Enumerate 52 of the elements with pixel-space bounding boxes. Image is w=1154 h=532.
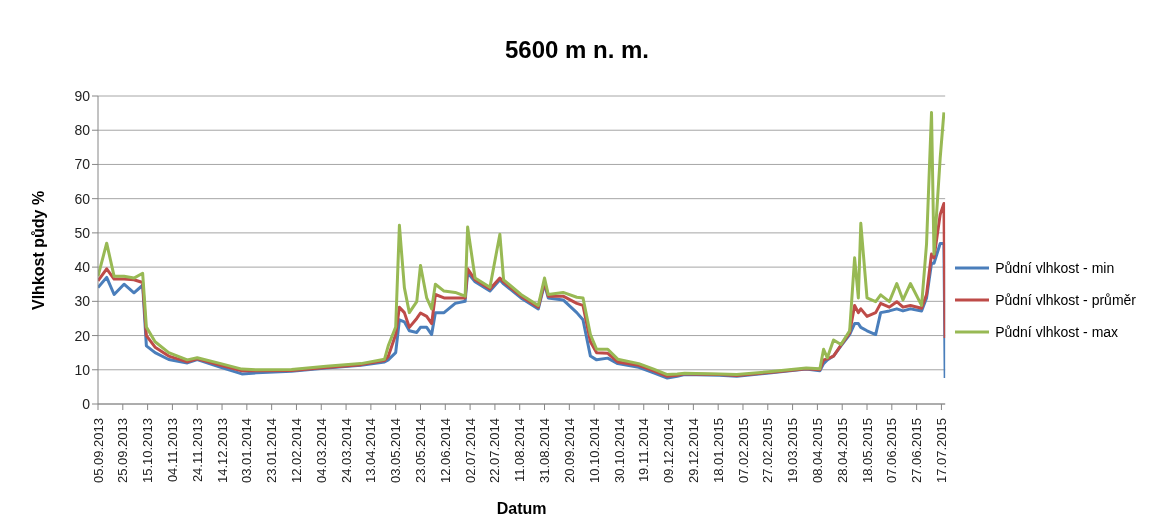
x-tick-label: 23.01.2014	[264, 418, 280, 484]
x-tick-label: 15.10.2013	[140, 418, 156, 484]
y-axis-title: Vlhkost půdy %	[29, 190, 47, 310]
y-tick-label: 20	[74, 327, 91, 344]
x-tick-label: 19.03.2015	[785, 418, 801, 484]
x-tick-label: 02.07.2014	[462, 418, 478, 484]
x-tick-label: 18.01.2015	[710, 418, 726, 484]
legend-label: Půdní vlhkost - min	[995, 260, 1115, 276]
y-tick-label: 10	[74, 361, 91, 378]
x-tick-label: 17.07.2015	[933, 418, 949, 484]
y-tick-label: 80	[74, 122, 91, 139]
x-tick-label: 24.11.2013	[189, 418, 205, 483]
x-tick-label: 25.09.2013	[115, 418, 131, 484]
x-tick-label: 11.08.2014	[512, 418, 528, 483]
y-tick-label: 60	[74, 190, 91, 207]
chart-title: 5600 m n. m.	[503, 35, 651, 65]
x-tick-label: 18.05.2015	[859, 418, 875, 484]
x-tick-label: 23.05.2014	[413, 418, 429, 484]
x-tick-label: 12.02.2014	[289, 418, 305, 484]
x-tick-label: 07.06.2015	[884, 418, 900, 484]
x-tick-label: 27.06.2015	[909, 418, 925, 484]
x-tick-label: 30.10.2014	[611, 418, 627, 484]
y-tick-label: 90	[74, 87, 91, 104]
legend-label: Půdní vlhkost - max	[995, 324, 1119, 340]
x-tick-label: 03.01.2014	[239, 418, 255, 484]
x-tick-label: 07.02.2015	[735, 418, 751, 484]
x-tick-label: 12.06.2014	[437, 418, 453, 484]
x-tick-label: 28.04.2015	[834, 418, 850, 484]
x-tick-label: 19.11.2014	[636, 418, 652, 483]
legend-label: Půdní vlhkost - průměr	[995, 292, 1136, 308]
x-tick-label: 09.12.2014	[661, 418, 677, 484]
x-tick-label: 24.03.2014	[338, 418, 354, 484]
x-axis-title: Datum	[496, 500, 547, 517]
x-tick-label: 13.04.2014	[363, 418, 379, 484]
y-tick-label: 40	[74, 259, 91, 276]
y-tick-label: 50	[74, 224, 91, 241]
x-tick-label: 22.07.2014	[487, 418, 503, 484]
x-tick-label: 14.12.2013	[214, 418, 230, 484]
x-tick-label: 29.12.2014	[685, 418, 701, 484]
x-tick-label: 27.02.2015	[760, 418, 776, 484]
y-tick-label: 70	[74, 156, 91, 173]
x-tick-label: 20.09.2014	[561, 418, 577, 484]
y-tick-label: 30	[74, 293, 91, 310]
x-tick-label: 08.04.2015	[809, 418, 825, 484]
x-tick-label: 03.05.2014	[388, 418, 404, 484]
x-tick-label: 31.08.2014	[537, 418, 553, 484]
x-tick-label: 04.03.2014	[313, 418, 329, 484]
x-tick-label: 04.11.2013	[164, 418, 180, 483]
x-tick-label: 05.09.2013	[90, 418, 106, 484]
x-tick-label: 10.10.2014	[586, 418, 602, 484]
line-series	[98, 110, 946, 377]
y-tick-label: 0	[82, 395, 91, 412]
